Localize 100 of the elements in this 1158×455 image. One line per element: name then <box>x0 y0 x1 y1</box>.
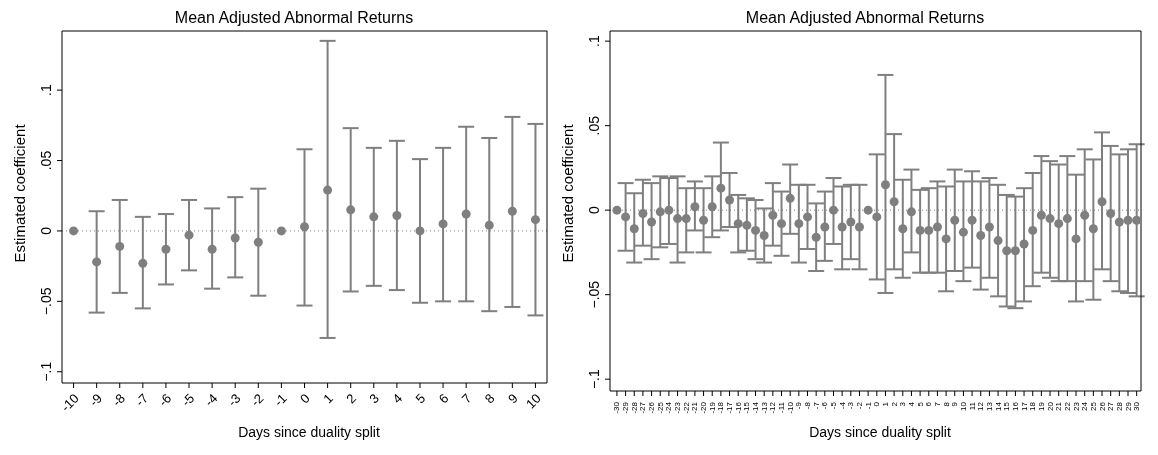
x-tick-label: 4 <box>906 401 916 407</box>
point <box>415 226 425 236</box>
x-tick-label: -12 <box>768 401 778 414</box>
point <box>369 212 379 222</box>
x-tick-label: -7 <box>132 390 152 410</box>
x-tick-label: 9 <box>504 390 521 407</box>
x-tick-label: -8 <box>109 390 129 410</box>
y-tick-label: −.05 <box>586 280 602 309</box>
x-tick-label: -1 <box>863 401 873 410</box>
x-tick-label: -25 <box>655 401 665 414</box>
x-tick-label: 12 <box>976 401 986 411</box>
y-tick-label: 0 <box>38 226 54 235</box>
x-tick-label: -3 <box>224 390 244 410</box>
x-tick-label: -9 <box>86 390 105 410</box>
x-tick-label: 8 <box>481 390 498 407</box>
point <box>69 226 79 236</box>
x-tick-label: -9 <box>794 401 804 410</box>
chart-title: Mean Adjusted Abnormal Returns <box>744 8 986 28</box>
x-tick-label: 1 <box>320 390 336 407</box>
point <box>115 241 125 251</box>
x-tick-label: 22 <box>1062 401 1072 411</box>
x-tick-label: 24 <box>1080 401 1090 411</box>
x-tick-label: -7 <box>811 401 821 410</box>
point <box>207 244 217 254</box>
x-tick-label: 4 <box>389 390 406 407</box>
x-tick-label: 3 <box>366 390 383 407</box>
y-tick-label: −.05 <box>38 287 54 316</box>
x-tick-label: 9 <box>950 401 960 407</box>
x-tick-label: 29 <box>1123 401 1133 411</box>
x-tick-label: -2 <box>854 401 864 410</box>
x-tick-label: -30 <box>612 401 622 414</box>
x-tick-label: -19 <box>707 401 717 414</box>
x-tick-label: -21 <box>690 401 700 414</box>
point <box>438 219 448 229</box>
y-axis-title: Estimated coefficient <box>10 123 28 263</box>
x-tick-label: 15 <box>1002 401 1012 411</box>
x-axis-title: Days since duality split <box>237 423 381 441</box>
x-tick-label: -6 <box>155 390 175 410</box>
y-tick-label: −.1 <box>586 369 602 390</box>
point <box>507 206 517 216</box>
y-tick-label: .05 <box>38 150 54 171</box>
x-tick-label: -23 <box>673 401 683 414</box>
x-tick-label: -11 <box>777 401 787 413</box>
x-tick-label: -17 <box>725 401 735 414</box>
x-tick-label: -29 <box>621 401 631 414</box>
x-tick-label: 28 <box>1114 401 1124 411</box>
x-tick-label: 1 <box>880 401 890 407</box>
x-tick-label: -28 <box>629 401 639 414</box>
point <box>323 185 333 195</box>
x-tick-label: -5 <box>828 401 838 410</box>
x-tick-label: -15 <box>742 401 752 414</box>
x-tick-label: 0 <box>872 401 882 407</box>
x-tick-label: -2 <box>247 390 267 410</box>
x-tick-label: 10 <box>522 390 544 412</box>
x-tick-label: -14 <box>751 401 761 414</box>
x-tick-label: 8 <box>941 401 951 407</box>
x-tick-label: 25 <box>1088 401 1098 411</box>
point <box>276 226 286 236</box>
x-tick-label: 5 <box>915 401 925 407</box>
point <box>461 209 471 219</box>
x-tick-label: -20 <box>699 401 709 414</box>
point <box>184 230 194 240</box>
x-tick-label: -10 <box>57 390 82 415</box>
x-tick-label: 20 <box>1045 401 1055 411</box>
x-tick-label: 7 <box>458 390 475 407</box>
x-tick-label: 2 <box>343 390 359 407</box>
x-tick-label: 14 <box>993 401 1003 411</box>
x-tick-label: 30 <box>1132 401 1142 411</box>
point <box>230 233 240 243</box>
x-tick-label: -10 <box>785 401 795 414</box>
x-tick-label: 21 <box>1054 401 1064 411</box>
x-axis-title: Days since duality split <box>808 423 952 441</box>
x-tick-label: 5 <box>412 390 429 407</box>
x-tick-label: 2 <box>889 401 899 407</box>
x-tick-label: -16 <box>733 401 743 414</box>
x-tick-label: -13 <box>759 401 769 414</box>
x-tick-label: -8 <box>803 401 812 410</box>
x-tick-label: -3 <box>846 401 856 410</box>
point <box>346 205 356 215</box>
x-tick-label: 11 <box>967 401 977 411</box>
x-tick-label: -22 <box>681 401 691 414</box>
x-tick-label: -4 <box>837 401 847 410</box>
point <box>161 244 171 254</box>
x-tick-label: -24 <box>664 401 674 414</box>
x-tick-label: 10 <box>958 401 968 411</box>
y-tick-label: −.1 <box>38 361 54 382</box>
point <box>253 237 263 247</box>
point <box>92 257 102 267</box>
x-tick-label: 19 <box>1036 401 1046 411</box>
x-tick-label: -6 <box>820 401 830 410</box>
y-axis-title: Estimated coefficient <box>558 123 576 263</box>
x-tick-label: 13 <box>984 401 994 411</box>
y-tick-label: 0 <box>586 206 602 215</box>
point <box>484 220 494 230</box>
point <box>300 222 309 232</box>
point <box>392 210 402 220</box>
x-tick-label: 6 <box>435 390 452 407</box>
x-tick-label: 16 <box>1010 401 1020 411</box>
x-tick-label: -5 <box>178 390 198 410</box>
y-tick-label: .1 <box>38 84 54 96</box>
